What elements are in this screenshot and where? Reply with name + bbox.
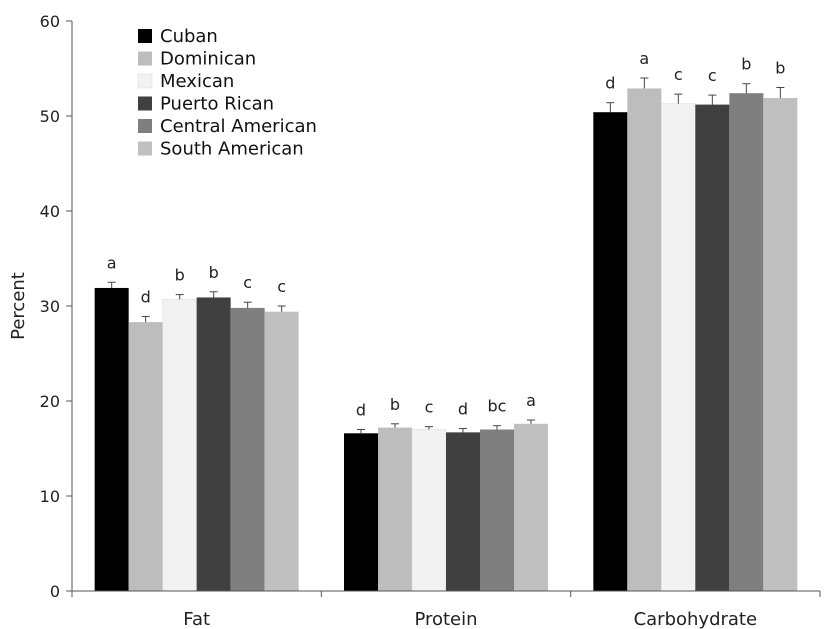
bar xyxy=(264,311,299,591)
significance-label: a xyxy=(107,253,117,272)
category-label: Carbohydrate xyxy=(634,609,758,629)
category-label: Fat xyxy=(183,609,210,629)
y-axis-title: Percent xyxy=(8,272,29,340)
significance-label: c xyxy=(425,398,434,417)
legend-swatch xyxy=(138,119,152,133)
bar xyxy=(514,423,548,591)
y-tick-label: 40 xyxy=(40,202,60,221)
category-labels: Fat Protein Carbohydrate xyxy=(183,609,757,629)
y-tick-label: 0 xyxy=(50,582,60,601)
bar xyxy=(627,88,662,591)
legend-label: Central American xyxy=(160,116,317,137)
significance-label: b xyxy=(390,395,400,414)
significance-label: b xyxy=(209,263,219,282)
bar xyxy=(661,103,696,592)
significance-label: d xyxy=(141,287,151,306)
bar xyxy=(128,322,163,591)
y-tick-label: 50 xyxy=(40,107,60,126)
significance-label: c xyxy=(243,273,252,292)
legend-swatch xyxy=(138,96,152,111)
legend-label: Mexican xyxy=(160,71,234,92)
axes xyxy=(71,21,821,597)
y-axis-ticks: 0 10 20 30 40 50 60 xyxy=(40,12,72,601)
legend-swatch xyxy=(138,51,152,66)
bar xyxy=(162,299,197,592)
bar xyxy=(378,427,412,591)
bar xyxy=(344,433,378,591)
legend-label: Puerto Rican xyxy=(160,94,274,115)
significance-label: bc xyxy=(488,397,507,416)
significance-label: d xyxy=(458,400,468,419)
category-label: Protein xyxy=(414,609,477,629)
bar xyxy=(593,112,628,591)
y-tick-label: 30 xyxy=(40,297,60,316)
significance-label: d xyxy=(356,401,366,420)
significance-label: b xyxy=(175,266,185,285)
bar xyxy=(230,307,265,591)
significance-label: c xyxy=(708,66,717,85)
legend-swatch xyxy=(138,141,152,156)
bar xyxy=(196,297,231,591)
bar xyxy=(729,93,764,591)
bar xyxy=(480,429,514,591)
significance-label: c xyxy=(674,65,683,84)
legend-label: Cuban xyxy=(160,26,218,47)
legend-label: Dominican xyxy=(160,49,256,70)
bar xyxy=(411,429,447,592)
bar xyxy=(763,97,798,591)
significance-label: c xyxy=(277,277,286,296)
y-tick-label: 10 xyxy=(40,487,60,506)
significance-label: b xyxy=(775,59,785,78)
y-tick-label: 60 xyxy=(40,12,60,31)
y-tick-label: 20 xyxy=(40,392,60,411)
bar xyxy=(94,287,129,591)
legend-swatch xyxy=(137,73,153,89)
legend-label: South American xyxy=(160,139,304,160)
legend-swatch xyxy=(138,29,152,43)
significance-label: a xyxy=(526,391,536,410)
significance-label: d xyxy=(605,74,615,93)
bar xyxy=(695,104,730,591)
significance-label: a xyxy=(639,49,649,68)
bar xyxy=(446,432,480,591)
significance-label: b xyxy=(741,55,751,74)
